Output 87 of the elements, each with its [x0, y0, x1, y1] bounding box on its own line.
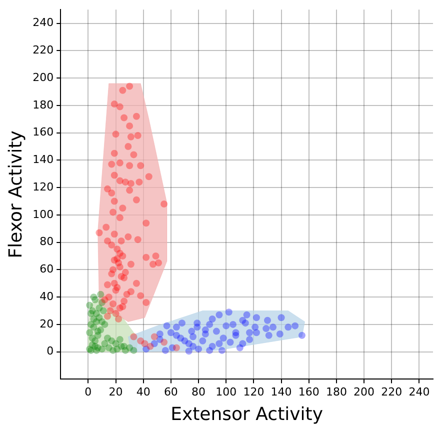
- y-tick-label: 200: [32, 70, 54, 84]
- x-tick-label: 0: [84, 386, 92, 399]
- point: [202, 326, 209, 334]
- x-tick-label: 160: [298, 386, 320, 399]
- point: [212, 328, 220, 335]
- point: [218, 346, 226, 354]
- point: [190, 333, 197, 340]
- point: [216, 311, 223, 318]
- point: [232, 332, 240, 339]
- point: [243, 311, 250, 318]
- point: [226, 338, 234, 346]
- point: [216, 340, 223, 348]
- point: [88, 307, 96, 314]
- point: [252, 329, 260, 336]
- y-tick-label: 80: [40, 235, 54, 248]
- point: [167, 329, 174, 336]
- point: [94, 328, 102, 335]
- point: [222, 322, 230, 330]
- point: [163, 322, 170, 330]
- x-tick-label: 40: [136, 386, 150, 399]
- point: [298, 332, 306, 339]
- point: [262, 325, 270, 332]
- point: [98, 346, 106, 353]
- x-tick-label: 140: [270, 386, 292, 399]
- point: [185, 348, 192, 355]
- y-tick-label: 20: [40, 317, 54, 330]
- x-tick-label: 240: [408, 386, 430, 399]
- point: [181, 337, 188, 344]
- y-tick-label: 140: [32, 153, 54, 166]
- x-axis-title: Extensor Activity: [170, 404, 324, 425]
- point: [265, 332, 272, 339]
- point: [188, 328, 196, 335]
- point: [206, 320, 214, 328]
- point: [199, 337, 206, 344]
- y-tick-label: 180: [32, 98, 54, 112]
- x-tick-label: 120: [243, 386, 264, 399]
- point: [112, 340, 120, 348]
- point: [246, 336, 254, 343]
- x-tick-label: 80: [192, 386, 206, 399]
- point: [246, 329, 254, 336]
- point: [225, 308, 232, 316]
- point: [252, 324, 259, 331]
- point: [276, 330, 284, 338]
- point: [242, 320, 249, 327]
- y-tick-label: 40: [40, 290, 54, 303]
- point: [88, 334, 96, 342]
- x-tick-label: 180: [326, 386, 347, 399]
- x-tick-label: 220: [381, 386, 402, 399]
- point: [130, 346, 138, 354]
- x-tick-label: 60: [164, 386, 178, 399]
- x-tick-label: 20: [108, 386, 123, 399]
- y-tick-label: 160: [32, 126, 54, 139]
- point: [194, 320, 201, 327]
- x-tick-label: 200: [354, 386, 375, 399]
- point: [208, 315, 216, 322]
- point: [86, 302, 94, 309]
- point: [264, 316, 271, 324]
- point: [270, 324, 277, 331]
- x-tick-label: 100: [216, 386, 237, 399]
- point: [178, 320, 186, 327]
- y-tick-label: 0: [46, 344, 54, 358]
- point: [220, 334, 227, 342]
- point: [120, 342, 128, 350]
- y-axis-title: Flexor Activity: [5, 130, 26, 258]
- point: [292, 322, 299, 330]
- y-tick-label: 100: [32, 208, 54, 221]
- point: [252, 314, 260, 322]
- point: [172, 324, 180, 331]
- y-tick-label: 120: [32, 180, 54, 194]
- point: [236, 344, 244, 352]
- y-tick-label: 60: [40, 262, 54, 276]
- point: [195, 346, 202, 353]
- point: [208, 342, 216, 350]
- point: [86, 329, 94, 336]
- point: [230, 320, 237, 328]
- point: [98, 318, 106, 326]
- point: [97, 290, 104, 298]
- point: [116, 336, 124, 343]
- point: [90, 294, 98, 301]
- y-tick-label: 220: [32, 44, 54, 57]
- point: [190, 342, 197, 350]
- y-tick-label: 240: [32, 16, 54, 30]
- point: [100, 307, 107, 314]
- point: [92, 346, 100, 354]
- point: [162, 346, 169, 354]
- point: [284, 324, 292, 331]
- point: [278, 314, 285, 322]
